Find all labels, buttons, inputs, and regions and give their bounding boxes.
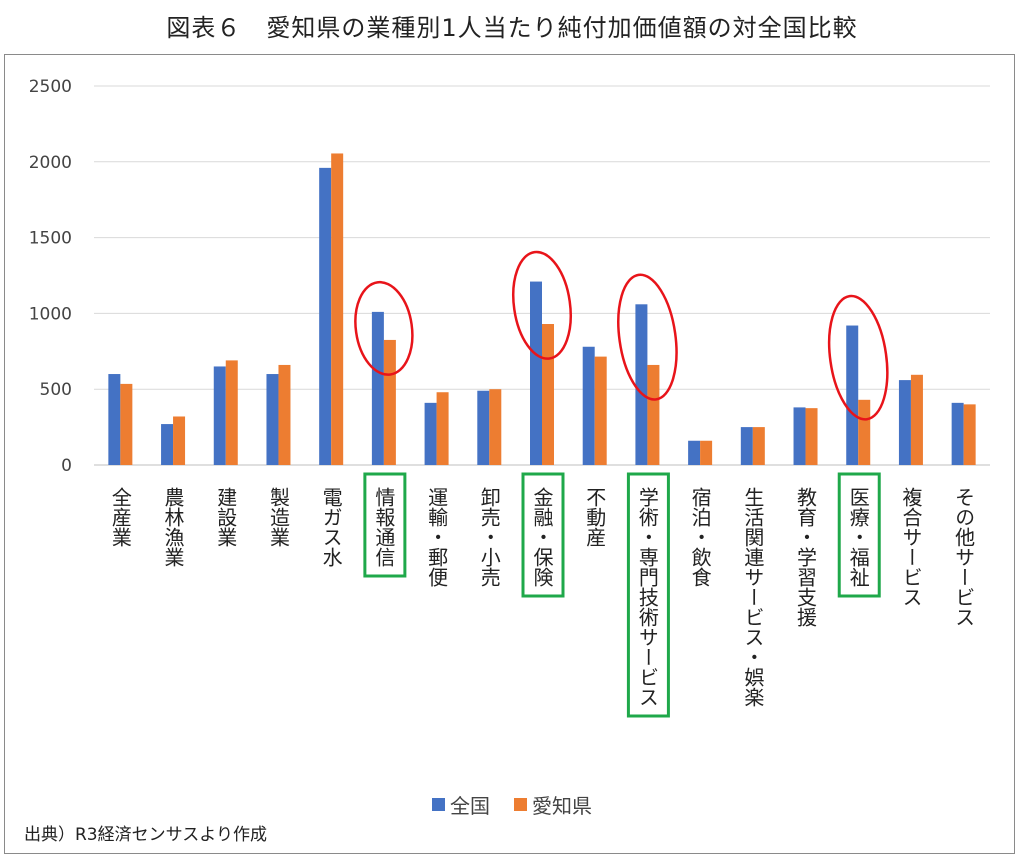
bar-national [530, 281, 542, 465]
x-tick-label: 金融・保険 [530, 487, 554, 587]
bar-national [266, 374, 279, 465]
highlight-ellipse [354, 280, 414, 376]
bar-national [371, 311, 384, 465]
bar-national [898, 380, 911, 465]
y-tick-label: 2500 [29, 77, 72, 97]
bar-aichi [225, 360, 238, 465]
x-tick-label: 生活関連サービス・娯楽 [741, 487, 765, 707]
bar-national [477, 390, 490, 465]
y-tick-label: 500 [40, 380, 72, 400]
x-tick-label: 全産業 [108, 487, 132, 547]
bar-aichi [436, 392, 449, 465]
highlight-ellipse [827, 294, 889, 421]
x-tick-label: 教育・学習支援 [794, 487, 818, 627]
bar-aichi [700, 440, 713, 465]
x-tick-label: 製造業 [266, 487, 290, 547]
bar-national [319, 167, 332, 465]
legend-label-aichi: 愛知県 [532, 794, 592, 818]
y-tick-label: 0 [61, 456, 72, 476]
x-tick-label: その他サービス [952, 487, 976, 627]
bar-aichi [752, 427, 765, 465]
x-tick-label: 運輸・郵便 [425, 487, 449, 587]
bar-aichi [173, 416, 186, 465]
legend-item-aichi: 愛知県 [514, 790, 592, 819]
x-tick-label: 電ガス水 [319, 487, 343, 567]
bar-national [846, 325, 859, 465]
highlight-box [837, 472, 881, 598]
bar-aichi [910, 374, 923, 465]
highlight-box [521, 472, 565, 598]
bar-national [740, 427, 753, 465]
bar-aichi [858, 399, 871, 465]
x-tick-label: 卸売・小売 [477, 487, 501, 587]
bar-aichi [120, 383, 133, 465]
highlight-ellipse [617, 273, 678, 401]
legend-swatch-national [432, 798, 445, 811]
bar-national [213, 366, 226, 465]
figure-title: 図表６ 愛知県の業種別1人当たり純付加価値額の対全国比較 [166, 14, 858, 42]
x-tick-label: 情報通信 [372, 487, 396, 567]
x-tick-label: 不動産 [583, 487, 607, 547]
bar-national [793, 407, 806, 465]
x-tick-label: 学術・専門技術サービス [635, 487, 659, 707]
bar-aichi [542, 324, 554, 465]
bar-aichi [278, 364, 291, 465]
x-tick-label: 建設業 [214, 487, 238, 547]
highlight-ellipse [512, 250, 572, 360]
legend-swatch-aichi [514, 798, 527, 811]
y-tick-label: 1500 [29, 229, 72, 249]
legend-label-national: 全国 [450, 794, 490, 818]
bar-aichi [805, 408, 818, 465]
y-tick-label: 1000 [29, 304, 72, 324]
x-tick-label: 農林漁業 [161, 487, 185, 567]
source-note: 出典）R3経済センサスより作成 [24, 825, 267, 845]
bar-national [951, 402, 964, 465]
bar-national [688, 440, 701, 465]
legend: 全国 愛知県 [0, 790, 1024, 819]
bar-aichi [489, 389, 502, 465]
bar-aichi [383, 339, 396, 465]
x-tick-label: 医療・福祉 [846, 487, 870, 587]
x-tick-label: 複合サービス [899, 487, 923, 607]
bar-aichi [647, 364, 660, 465]
chart-frame [4, 54, 1015, 854]
bar-aichi [594, 356, 607, 465]
x-tick-label: 宿泊・飲食 [688, 487, 712, 587]
bar-national [635, 304, 648, 465]
highlight-box [363, 472, 407, 578]
bar-national [161, 424, 174, 465]
bar-national [424, 402, 437, 465]
legend-item-national: 全国 [432, 790, 490, 819]
bar-aichi [331, 153, 344, 465]
bar-national [108, 374, 121, 465]
highlight-box [626, 472, 670, 718]
bar-aichi [963, 404, 976, 465]
y-tick-label: 2000 [29, 153, 72, 173]
bar-national [582, 346, 595, 465]
